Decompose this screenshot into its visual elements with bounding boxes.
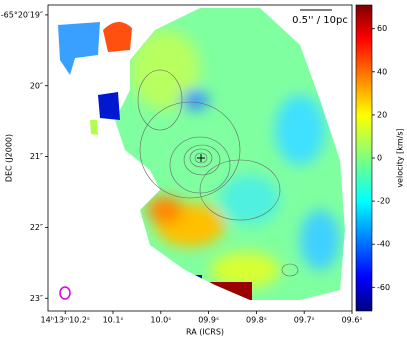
plot-frame bbox=[47, 4, 353, 312]
x-axis-label: RA (ICRS) bbox=[186, 328, 224, 337]
scale-bar-label: 0.5'' / 10pc bbox=[292, 15, 348, 26]
colorbar-tick-label: -40 bbox=[377, 240, 390, 249]
colorbar-tick-label: 0 bbox=[377, 154, 382, 163]
y-tick-label: 23″ bbox=[30, 294, 43, 303]
colorbar-tick-label: 20 bbox=[377, 110, 387, 119]
y-tick-label: 21″ bbox=[30, 152, 43, 161]
x-tick-label: 09.9ˢ bbox=[198, 316, 219, 325]
x-tick-label: 09.7ˢ bbox=[294, 316, 315, 325]
colorbar bbox=[355, 4, 373, 312]
velocity-map: 0.5'' / 10pc bbox=[58, 8, 348, 300]
y-tick-label: 22″ bbox=[30, 223, 43, 232]
colorbar-tick-label: -20 bbox=[377, 197, 390, 206]
colorbar-label: velocity [km/s] bbox=[396, 128, 405, 187]
x-tick-label: 10.1ˢ bbox=[103, 316, 124, 325]
x-tick-label: 14ʰ13ᵐ10.2ˢ bbox=[41, 316, 90, 325]
y-tick-label: 20″ bbox=[30, 81, 43, 90]
colorbar-tick-label: 60 bbox=[377, 24, 387, 33]
colorbar-tick-label: 40 bbox=[377, 67, 387, 76]
x-tick-label: 09.6ˢ bbox=[342, 316, 363, 325]
contours bbox=[137, 69, 299, 277]
y-tick-label: -65°20′19″ bbox=[1, 10, 43, 19]
x-tick-label: 10.0ˢ bbox=[150, 316, 171, 325]
x-tick-label: 09.8ˢ bbox=[246, 316, 267, 325]
colorbar-tick-label: -60 bbox=[377, 283, 390, 292]
y-axis-label: DEC (J2000) bbox=[5, 134, 14, 182]
